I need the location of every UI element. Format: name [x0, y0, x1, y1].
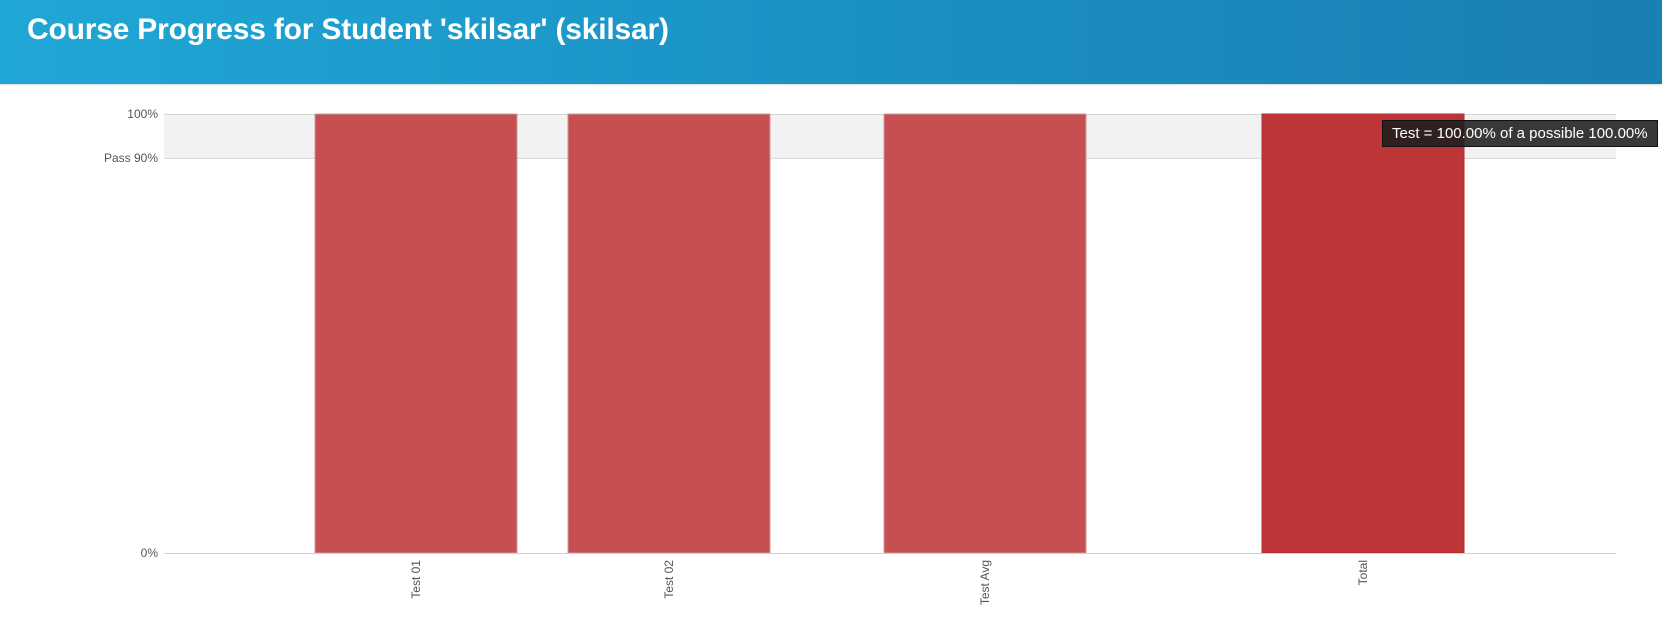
y-tick-label: Pass 90% [104, 151, 158, 165]
x-tick-label: Test 01 [409, 560, 423, 599]
x-tick-label: Test Avg [978, 560, 992, 605]
chart-tooltip: Test = 100.00% of a possible 100.00% [1382, 120, 1658, 147]
x-tick-label: Test 02 [662, 560, 676, 599]
bar[interactable] [883, 113, 1087, 554]
y-tick-label: 0% [141, 546, 159, 560]
x-tick-label: Total [1356, 560, 1370, 585]
page-title: Course Progress for Student 'skilsar' (s… [27, 13, 669, 46]
bar[interactable] [567, 113, 771, 554]
bar[interactable] [314, 113, 518, 554]
y-tick-label: 100% [127, 107, 158, 121]
page-header: Course Progress for Student 'skilsar' (s… [0, 0, 1662, 84]
bar[interactable] [1261, 113, 1465, 554]
